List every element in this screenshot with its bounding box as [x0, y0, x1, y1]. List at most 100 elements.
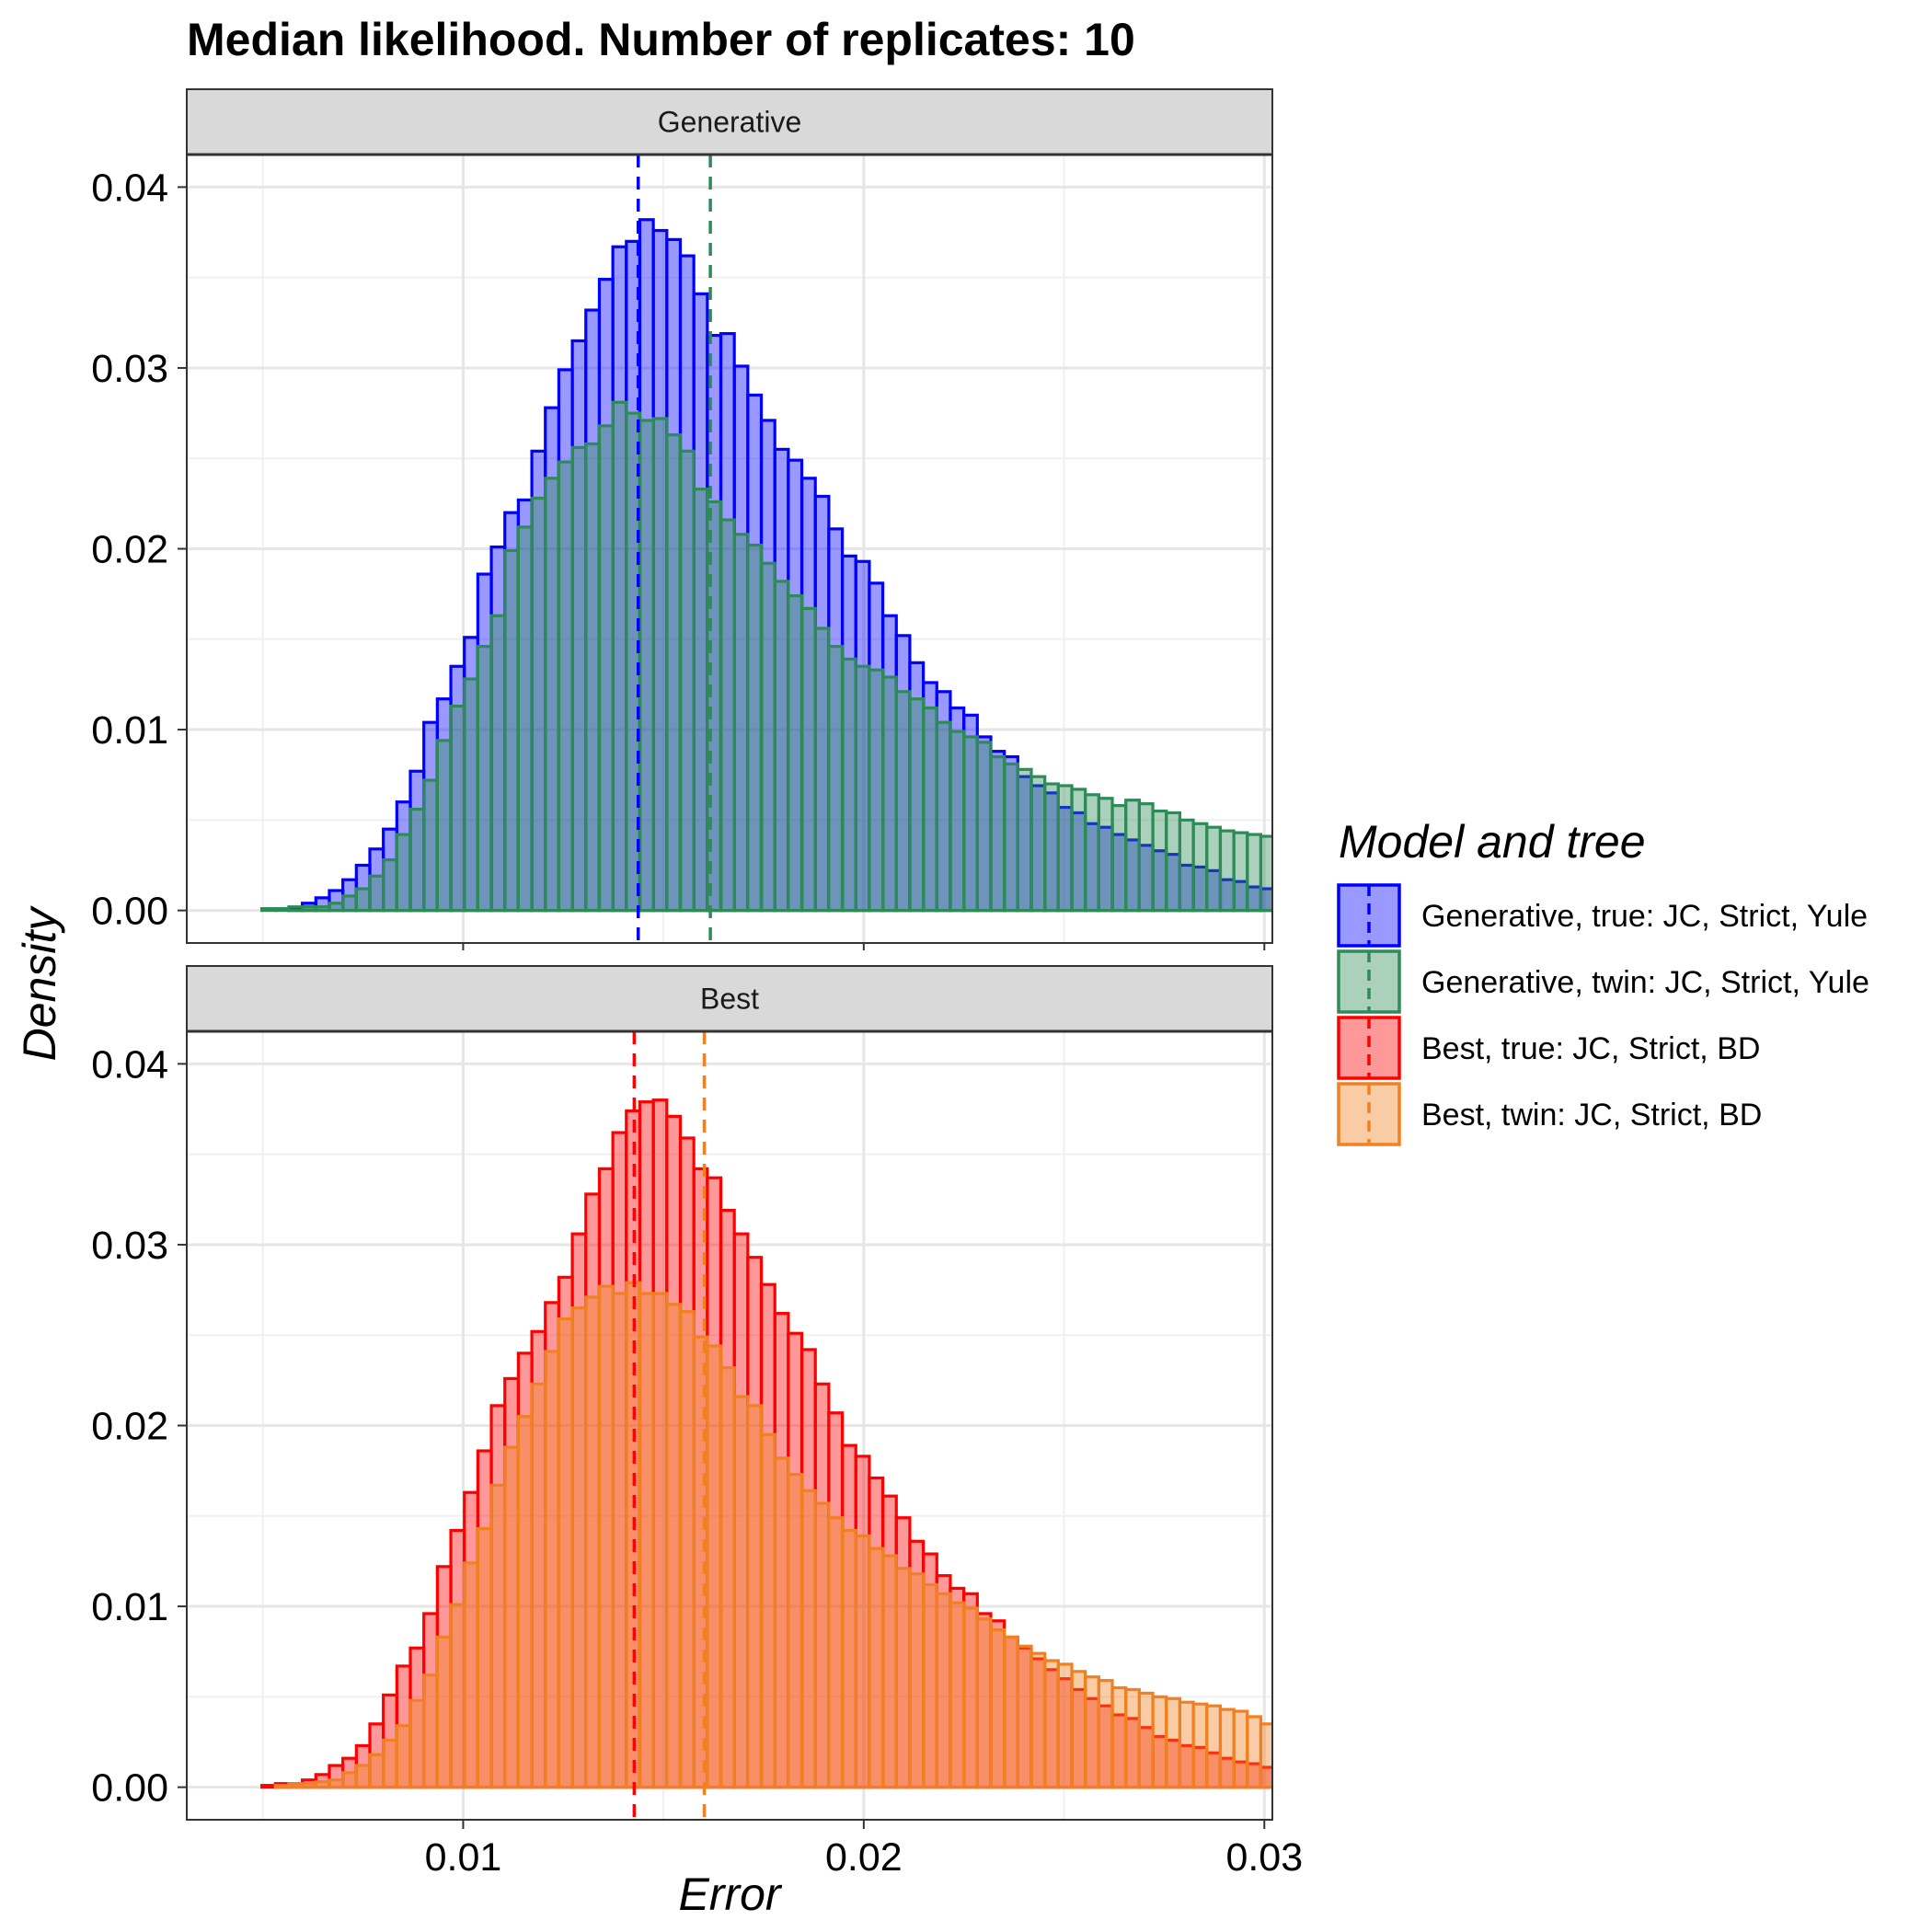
histogram-bar: [665, 433, 683, 913]
histogram-bar: [1043, 782, 1060, 913]
bars-group: [259, 218, 1272, 913]
histogram-bar: [922, 706, 938, 913]
facet-strip-label: Best: [700, 983, 759, 1016]
y-tick-label: 0.04: [91, 166, 168, 210]
histogram-bar: [732, 533, 750, 913]
histogram-bar: [395, 1724, 412, 1789]
histogram-bar: [1137, 802, 1155, 913]
histogram-bar: [1232, 831, 1249, 913]
histogram-bar: [584, 1295, 602, 1789]
histogram-bar: [1232, 1709, 1249, 1789]
legend-label: Generative, twin: JC, Strict, Yule: [1421, 965, 1869, 1000]
histogram-bar: [273, 907, 291, 913]
histogram-bar: [868, 668, 885, 913]
histogram-bar: [975, 741, 993, 913]
histogram-bar: [368, 1753, 385, 1789]
histogram-bar: [530, 1382, 547, 1789]
legend-item: Best, twin: JC, Strict, BD: [1337, 1082, 1762, 1146]
histogram-bar: [1165, 1696, 1182, 1789]
histogram-bar: [908, 697, 926, 913]
histogram-bar: [1191, 822, 1209, 913]
histogram-bar: [840, 657, 857, 913]
histogram-bar: [759, 1432, 776, 1789]
histogram-bar: [1016, 767, 1033, 913]
histogram-bar: [799, 1489, 817, 1789]
histogram-bar: [1070, 1670, 1087, 1789]
histogram-bar: [962, 735, 979, 913]
histogram-bar: [665, 1303, 683, 1789]
histogram-bar: [273, 1784, 291, 1789]
histogram-bar: [1124, 799, 1141, 913]
histogram-bar: [1016, 1644, 1033, 1789]
histogram-bar: [476, 645, 493, 913]
legend-label: Best, true: JC, Strict, BD: [1421, 1031, 1760, 1066]
histogram-bar: [719, 518, 736, 913]
histogram-bar: [1165, 811, 1182, 913]
histogram-bar: [503, 1445, 521, 1789]
histogram-bar: [638, 419, 655, 913]
histogram-bar: [1003, 1635, 1019, 1789]
histogram-bar: [894, 1567, 912, 1789]
histogram-bar: [328, 902, 345, 913]
histogram-bar: [989, 754, 1006, 913]
histogram-bar: [301, 1782, 317, 1789]
histogram-bar: [908, 1572, 926, 1789]
histogram-bar: [1003, 762, 1019, 913]
histogram-bar: [1110, 1685, 1128, 1789]
series-1: [273, 1281, 1272, 1789]
histogram-bar: [611, 1292, 628, 1789]
histogram-bar: [706, 1344, 723, 1789]
histogram-bar: [922, 1582, 938, 1789]
x-tick-label: 0.01: [425, 1835, 502, 1880]
series-1: [259, 400, 1272, 913]
panels-layer: Generative 0.00 0.01 0.02 0.03 0.04 Best 0.00 0.…: [91, 88, 1303, 1880]
histogram-bar: [1205, 1704, 1223, 1789]
histogram-bar: [625, 1281, 642, 1789]
histogram-bar: [584, 442, 602, 913]
histogram-bar: [854, 664, 871, 913]
facet-strip: [186, 965, 1273, 1032]
histogram-bar: [1178, 1700, 1195, 1789]
histogram-bar: [557, 1317, 574, 1789]
histogram-bar: [516, 1415, 534, 1789]
histogram-bar: [382, 1738, 398, 1789]
chart-title: Median likelihood. Number of replicates:…: [187, 14, 1135, 65]
histogram-bar: [1056, 784, 1074, 913]
histogram-bar: [1029, 1651, 1047, 1789]
y-tick-label: 0.01: [91, 708, 168, 753]
histogram-bar: [1205, 825, 1223, 913]
facet-strip: [186, 88, 1273, 155]
histogram-bar: [382, 857, 398, 913]
histogram-bar: [463, 677, 479, 913]
histogram-bar: [328, 1778, 345, 1789]
legend-title: Model and tree: [1339, 816, 1646, 868]
histogram-bar: [1151, 809, 1168, 913]
y-tick-label: 0.02: [91, 528, 168, 572]
y-tick-label: 0.03: [91, 1224, 168, 1268]
histogram-bar: [787, 594, 804, 913]
facet-strip-label: Generative: [658, 106, 802, 139]
histogram-bar: [935, 1592, 952, 1789]
histogram-bar: [1097, 1679, 1114, 1789]
histogram-bar: [719, 1366, 736, 1789]
histogram-bar: [1151, 1695, 1168, 1789]
histogram-bar: [395, 833, 412, 913]
histogram-bar: [597, 424, 615, 913]
histogram-bar: [813, 627, 831, 913]
histogram-bar: [962, 1606, 979, 1789]
histogram-bar: [314, 1780, 331, 1789]
histogram-bar: [880, 675, 898, 913]
histogram-bar: [746, 543, 764, 913]
x-axis-title: Error: [678, 1869, 782, 1920]
histogram-bar: [259, 907, 277, 913]
x-tick-label: 0.02: [825, 1835, 903, 1880]
histogram-bar: [949, 730, 966, 913]
histogram-bar: [354, 887, 372, 913]
histogram-bar: [463, 1561, 479, 1789]
histogram-bar: [341, 894, 358, 913]
histogram-bar: [935, 720, 952, 913]
legend-item: Generative, true: JC, Strict, Yule: [1337, 883, 1868, 948]
histogram-bar: [678, 1310, 696, 1789]
histogram-bar: [354, 1764, 372, 1789]
